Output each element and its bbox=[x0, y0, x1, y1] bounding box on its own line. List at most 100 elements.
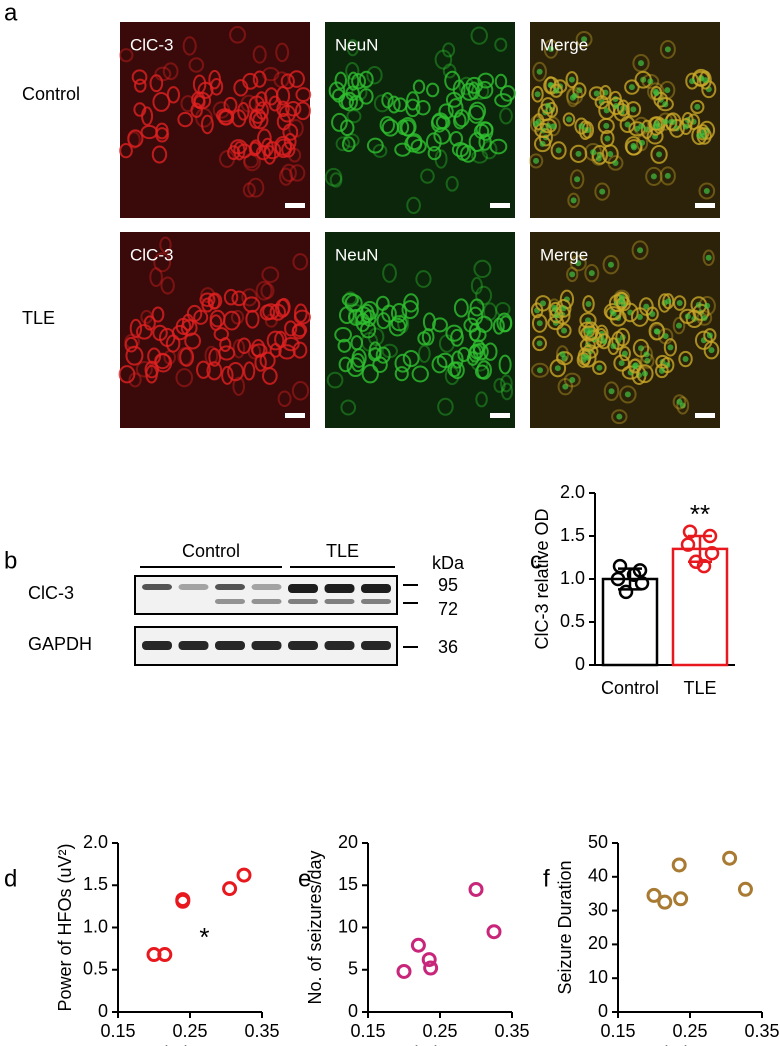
nucleus bbox=[628, 84, 635, 91]
cell bbox=[473, 259, 492, 279]
cell bbox=[282, 337, 300, 352]
data-point bbox=[157, 947, 173, 963]
cell bbox=[206, 361, 223, 381]
cell bbox=[406, 196, 421, 215]
cell bbox=[631, 240, 649, 261]
x-tick-label: 0.35 bbox=[244, 1021, 279, 1041]
cell bbox=[247, 177, 265, 198]
nucleus bbox=[590, 149, 597, 156]
annotation: ** bbox=[690, 499, 710, 529]
cell bbox=[599, 84, 612, 101]
band bbox=[324, 641, 355, 650]
cell bbox=[124, 336, 138, 353]
cell bbox=[237, 337, 252, 355]
cell bbox=[125, 345, 144, 366]
scale-bar bbox=[285, 413, 305, 418]
cell bbox=[475, 285, 493, 306]
cell bbox=[565, 86, 584, 105]
nucleus bbox=[607, 151, 614, 158]
nucleus bbox=[603, 122, 610, 129]
nucleus bbox=[561, 327, 568, 334]
cell bbox=[159, 236, 172, 253]
protein-label: GAPDH bbox=[28, 634, 92, 654]
nucleus bbox=[569, 376, 576, 383]
cell bbox=[261, 266, 280, 284]
cell bbox=[655, 363, 669, 379]
cell bbox=[182, 36, 197, 56]
cell bbox=[619, 385, 637, 404]
cell bbox=[656, 97, 674, 112]
band bbox=[288, 584, 318, 593]
y-axis-label: Power of HFOs (uV²) bbox=[55, 843, 75, 1011]
cell bbox=[294, 303, 308, 323]
cell bbox=[672, 394, 687, 410]
nucleus bbox=[675, 322, 682, 329]
cell bbox=[249, 108, 266, 124]
nucleus bbox=[603, 107, 610, 114]
cell bbox=[199, 292, 216, 307]
data-point bbox=[702, 528, 718, 544]
y-axis-label: Seizure Duration bbox=[555, 860, 575, 994]
nucleus bbox=[616, 413, 623, 420]
cell bbox=[351, 73, 366, 90]
cell bbox=[379, 116, 396, 134]
cell bbox=[531, 85, 544, 103]
cell bbox=[470, 26, 488, 45]
cell bbox=[567, 192, 580, 209]
cell bbox=[358, 70, 374, 89]
nucleus bbox=[536, 320, 543, 327]
cell bbox=[685, 72, 699, 90]
data-point bbox=[222, 881, 238, 897]
y-tick-label: 1.5 bbox=[560, 525, 585, 545]
cell bbox=[394, 353, 412, 373]
cell bbox=[291, 324, 306, 340]
x-tick-label: 0.15 bbox=[600, 1021, 635, 1041]
cell bbox=[193, 95, 206, 110]
cell bbox=[382, 263, 397, 283]
cell bbox=[351, 84, 368, 101]
band bbox=[288, 641, 318, 650]
nucleus bbox=[570, 197, 577, 204]
cell bbox=[375, 295, 390, 311]
panel-label: d bbox=[4, 865, 17, 892]
nucleus bbox=[550, 123, 557, 130]
cell bbox=[659, 39, 676, 59]
nucleus bbox=[610, 343, 617, 350]
cell bbox=[149, 267, 163, 288]
cell bbox=[372, 143, 388, 158]
band bbox=[361, 599, 391, 604]
cell bbox=[264, 313, 278, 328]
cell bbox=[229, 26, 246, 44]
nucleus bbox=[638, 345, 645, 352]
cell bbox=[254, 353, 267, 372]
cell bbox=[381, 92, 394, 109]
y-tick-label: 5 bbox=[348, 959, 358, 979]
cell bbox=[401, 300, 419, 320]
cell bbox=[475, 315, 493, 333]
panel-label: f bbox=[543, 865, 550, 892]
cell bbox=[602, 254, 620, 275]
cell bbox=[574, 117, 589, 135]
group-label: TLE bbox=[326, 541, 359, 561]
cell bbox=[582, 295, 595, 313]
cell bbox=[276, 100, 290, 118]
cell bbox=[469, 343, 485, 360]
cell bbox=[160, 276, 175, 295]
data-point bbox=[646, 887, 662, 903]
band bbox=[324, 584, 355, 593]
cell bbox=[476, 360, 492, 380]
nucleus bbox=[576, 87, 583, 94]
cell bbox=[588, 86, 605, 101]
cell bbox=[350, 352, 366, 373]
panel-label: c bbox=[530, 547, 542, 574]
cell bbox=[412, 79, 426, 94]
image-label: ClC-3 bbox=[130, 245, 173, 264]
band bbox=[251, 584, 282, 590]
cell bbox=[352, 310, 368, 325]
nucleus bbox=[604, 135, 611, 142]
nucleus bbox=[643, 351, 650, 358]
y-tick-label: 0 bbox=[98, 1001, 108, 1021]
cell bbox=[284, 320, 298, 337]
cell bbox=[649, 323, 666, 341]
data-point bbox=[468, 881, 484, 897]
